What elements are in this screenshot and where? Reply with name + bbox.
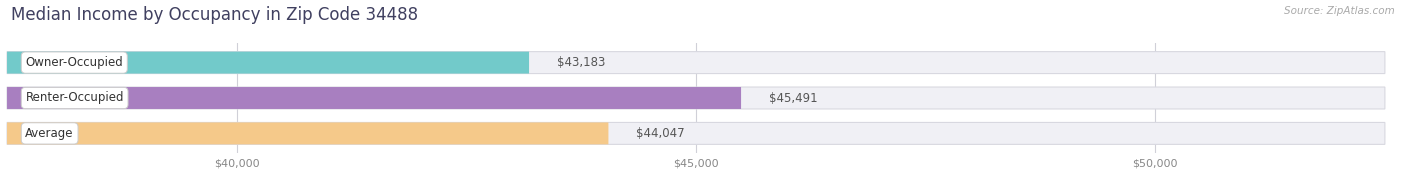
Text: Source: ZipAtlas.com: Source: ZipAtlas.com (1284, 6, 1395, 16)
Text: $44,047: $44,047 (636, 127, 685, 140)
Text: Owner-Occupied: Owner-Occupied (25, 56, 124, 69)
Text: Renter-Occupied: Renter-Occupied (25, 92, 124, 104)
FancyBboxPatch shape (7, 87, 1385, 109)
FancyBboxPatch shape (7, 122, 1385, 144)
FancyBboxPatch shape (7, 87, 741, 109)
Text: $45,491: $45,491 (769, 92, 817, 104)
FancyBboxPatch shape (7, 52, 529, 74)
Text: Average: Average (25, 127, 75, 140)
FancyBboxPatch shape (7, 122, 609, 144)
FancyBboxPatch shape (7, 52, 1385, 74)
Text: Median Income by Occupancy in Zip Code 34488: Median Income by Occupancy in Zip Code 3… (11, 6, 419, 24)
Text: $43,183: $43,183 (557, 56, 605, 69)
